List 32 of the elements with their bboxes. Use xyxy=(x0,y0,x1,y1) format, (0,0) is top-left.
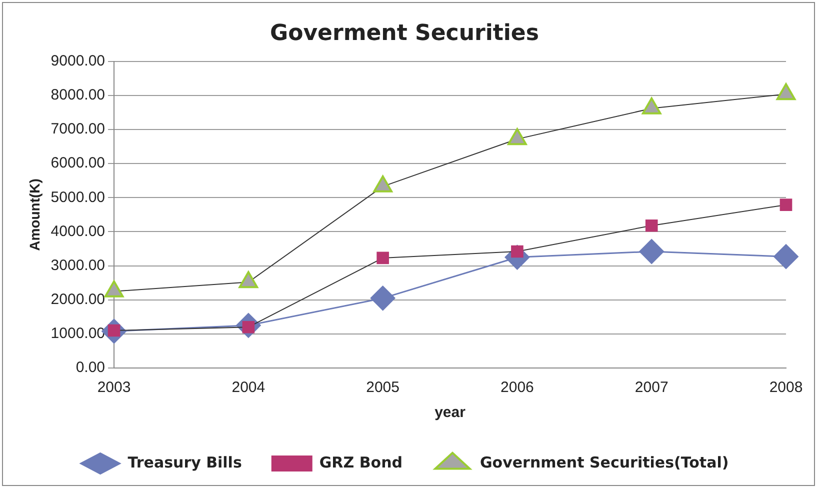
y-tick-label: 6000.00 xyxy=(50,154,106,172)
legend-label: GRZ Bond xyxy=(319,453,402,472)
x-tick-label: 2006 xyxy=(500,379,534,396)
y-tick-label: 1000.00 xyxy=(50,325,106,342)
y-tick-label: 7000.00 xyxy=(50,120,106,138)
x-tick-label: 2008 xyxy=(769,379,803,396)
y-tick-label: 8000.00 xyxy=(50,86,106,104)
point xyxy=(774,244,798,270)
y-axis-title: Amount(K) xyxy=(26,178,42,251)
y-tick-label: 2000.00 xyxy=(50,291,106,308)
point xyxy=(376,252,389,264)
point xyxy=(645,219,658,232)
point xyxy=(373,175,392,192)
chart-title: Goverment Securities xyxy=(270,20,539,46)
x-tick-label: 2003 xyxy=(97,379,131,396)
y-tick-label: 0.00 xyxy=(76,359,106,376)
x-tick-label: 2004 xyxy=(232,379,266,396)
point xyxy=(639,238,664,264)
legend-label: Government Securities(Total) xyxy=(480,453,729,472)
x-tick-label: 2007 xyxy=(634,379,668,396)
legend-label: Treasury Bills xyxy=(128,453,242,472)
y-tick-label: 9000.00 xyxy=(50,52,106,70)
x-axis-title: year xyxy=(434,404,466,422)
x-tick-label: 2005 xyxy=(366,379,400,396)
y-tick-label: 4000.00 xyxy=(50,222,106,240)
y-tick-label: 5000.00 xyxy=(50,188,106,206)
point xyxy=(776,83,796,100)
point xyxy=(780,198,792,211)
y-tick-label: 3000.00 xyxy=(50,256,106,274)
point xyxy=(508,128,527,146)
point xyxy=(642,97,662,114)
point xyxy=(370,286,396,311)
